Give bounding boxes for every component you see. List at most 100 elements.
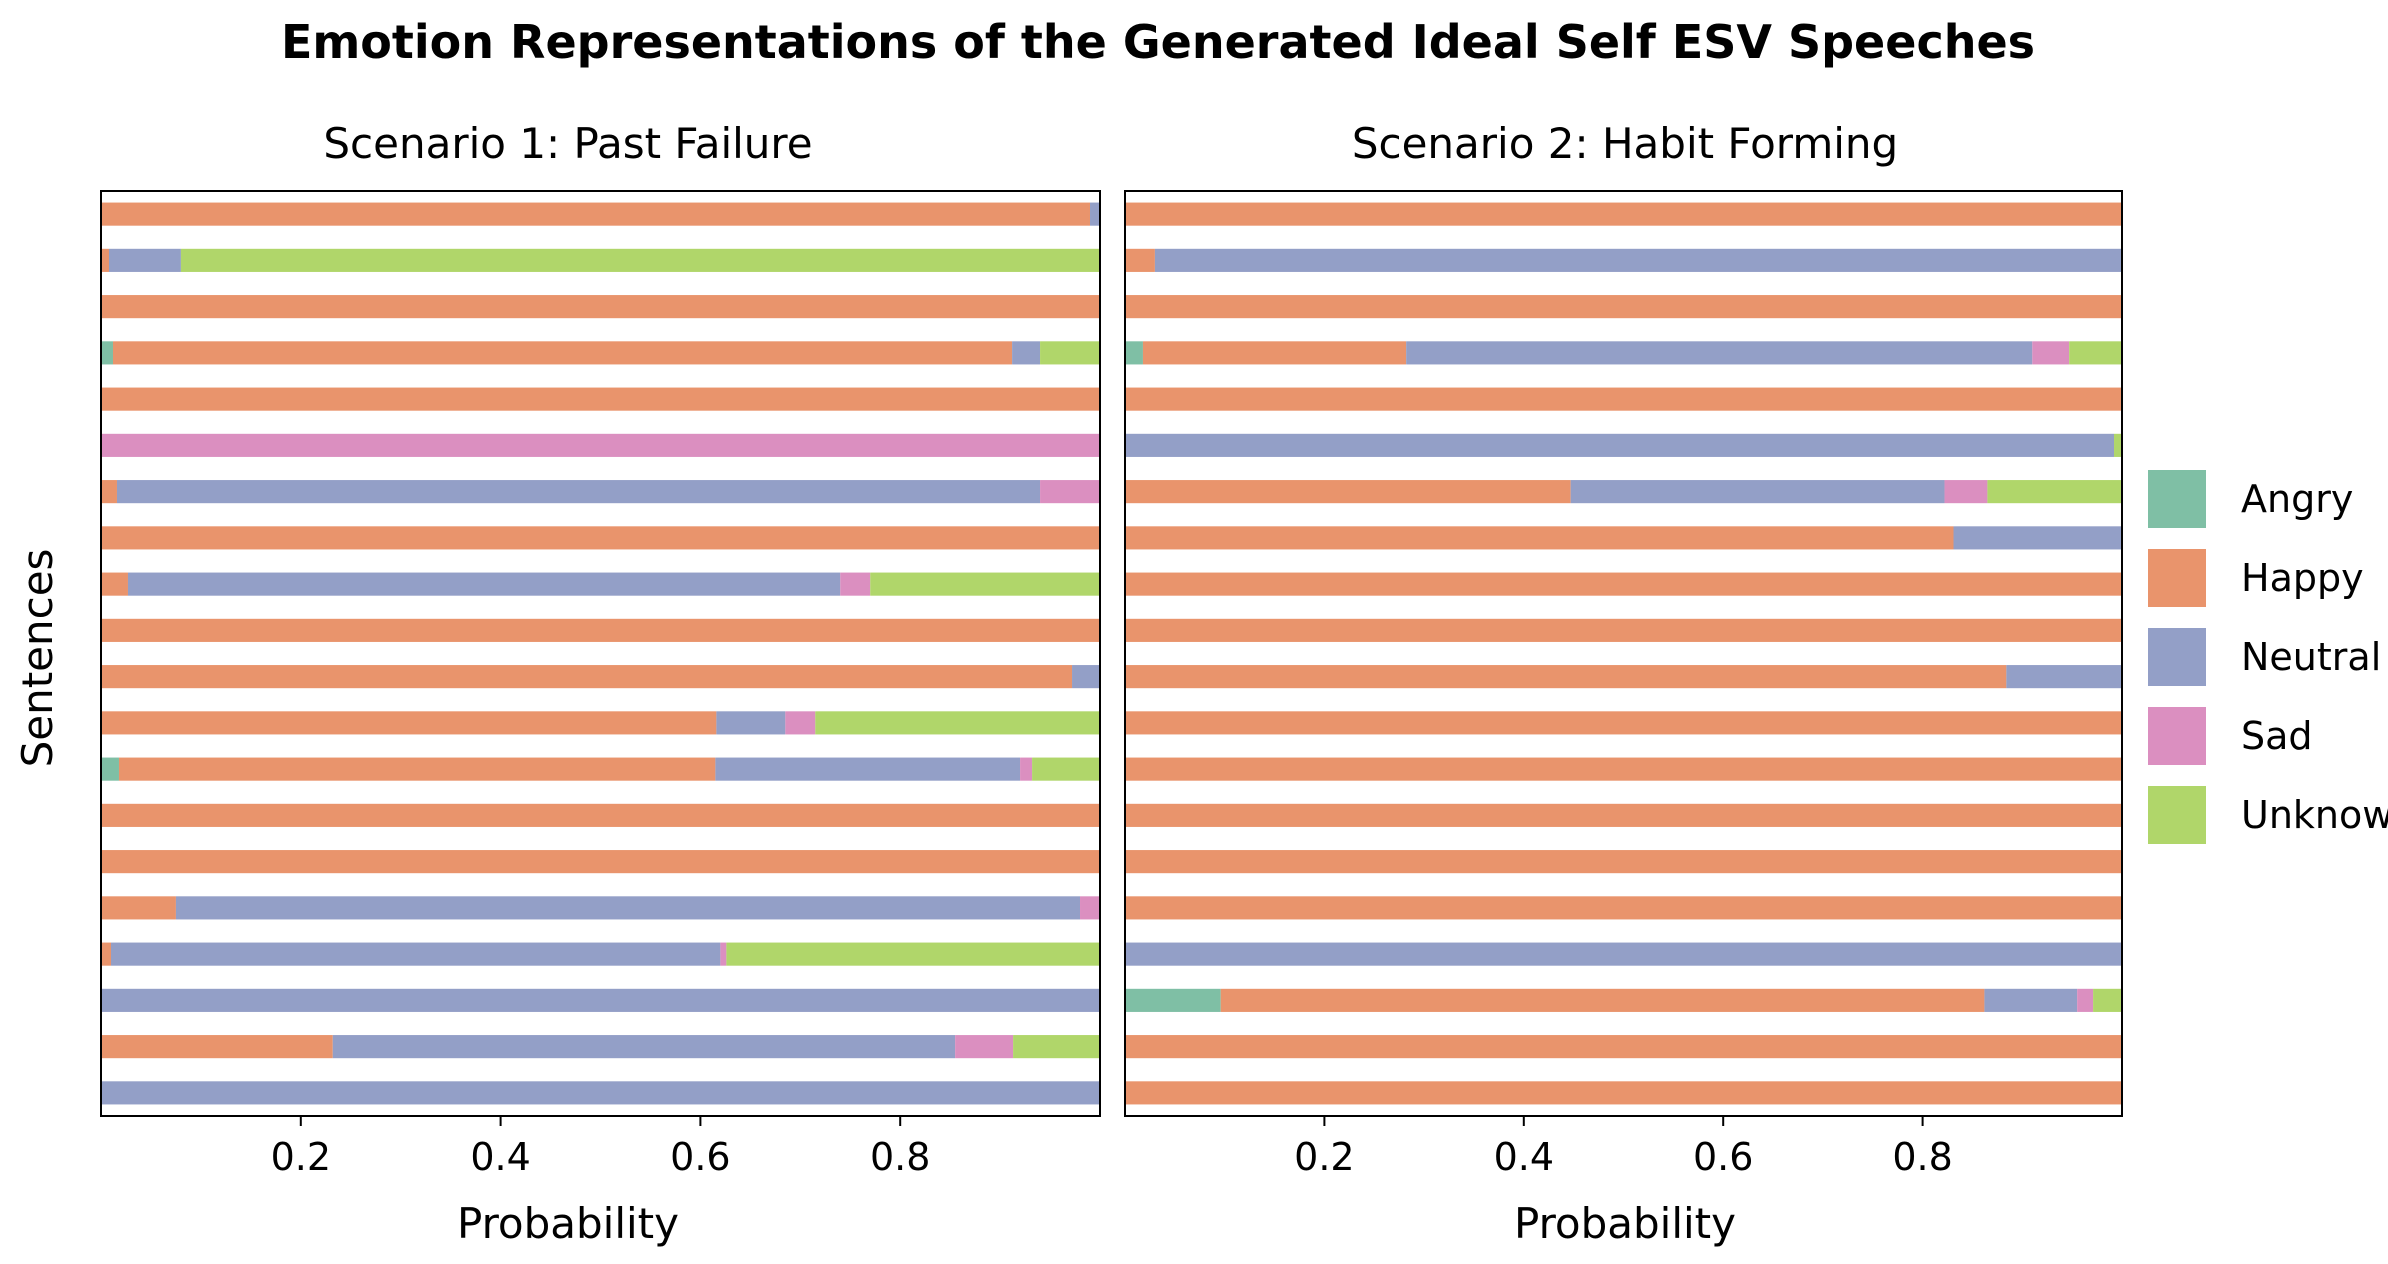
bar-segment-happy	[101, 526, 1100, 550]
bar-segment-neutral	[716, 711, 786, 735]
x-ticks-scenario-1: 0.2 0.4 0.6 0.8	[271, 1116, 930, 1179]
panel-title-scenario-2: Scenario 2: Habit Forming	[1352, 119, 1898, 168]
bar-segment-neutral	[101, 988, 1100, 1012]
y-axis-label: Sentences	[13, 549, 62, 768]
x-axis-label-scenario-2: Probability	[1514, 1199, 1736, 1248]
bar-segment-sad	[955, 1035, 1014, 1059]
legend-label-unknown: Unknown	[2241, 793, 2388, 837]
bar-segment-neutral	[108, 248, 181, 272]
bar-segment-happy	[1142, 341, 1407, 365]
bar-segment-happy	[101, 618, 1100, 642]
x-axis-label-scenario-1: Probability	[457, 1199, 679, 1248]
plot-frame-scenario-1	[100, 190, 1101, 1117]
bar-segment-happy	[1125, 526, 1954, 550]
bar-segment-happy	[1125, 896, 2122, 920]
bar-segment-happy	[1125, 850, 2122, 874]
plot-frame-scenario-2	[1124, 190, 2123, 1117]
bar-segment-happy	[101, 711, 717, 735]
bar-segment-neutral	[116, 480, 1041, 504]
bar-segment-unknown	[1013, 1035, 1100, 1059]
bar-segment-happy	[101, 896, 176, 920]
bar-segment-neutral	[332, 1035, 956, 1059]
bar-segment-unknown	[1040, 341, 1100, 365]
legend-label-sad: Sad	[2241, 714, 2313, 758]
bar-segment-neutral	[1090, 202, 1100, 226]
x-ticks-scenario-2: 0.2 0.4 0.6 0.8	[1294, 1116, 1953, 1179]
bar-segment-neutral	[110, 942, 721, 966]
bar-segment-sad	[2077, 988, 2094, 1012]
legend-label-happy: Happy	[2241, 556, 2364, 600]
bar-segment-neutral	[101, 1081, 1100, 1105]
bar-segment-unknown	[2114, 433, 2122, 457]
legend: Angry Happy Neutral Sad Unknown	[2148, 470, 2388, 844]
bar-segment-neutral	[1072, 665, 1100, 689]
bar-segment-happy	[1125, 1035, 2122, 1059]
bar-segment-happy	[118, 757, 716, 781]
x-tick-label: 0.4	[1494, 1135, 1554, 1179]
bar-segment-neutral	[1125, 942, 2122, 966]
bar-segment-angry	[101, 757, 119, 781]
bar-segment-sad	[101, 433, 1100, 457]
bar-segment-happy	[101, 942, 111, 966]
bar-segment-neutral	[1154, 248, 2122, 272]
x-tick-label: 0.2	[1294, 1135, 1354, 1179]
bar-segment-neutral	[715, 757, 1021, 781]
bar-segment-happy	[1125, 757, 2122, 781]
bar-segment-sad	[720, 942, 727, 966]
x-tick-label: 0.8	[1892, 1135, 1952, 1179]
bar-segment-unknown	[180, 248, 1101, 272]
panel-title-scenario-1: Scenario 1: Past Failure	[323, 119, 812, 168]
bar-segment-happy	[1220, 988, 1985, 1012]
bar-segment-happy	[1125, 618, 2122, 642]
bar-segment-happy	[101, 295, 1100, 319]
bar-segment-neutral	[1953, 526, 2122, 550]
bar-segment-neutral	[1984, 988, 2078, 1012]
legend-swatch-sad	[2148, 707, 2206, 765]
chart-title: Emotion Representations of the Generated…	[281, 15, 2035, 69]
legend-swatch-happy	[2148, 549, 2206, 607]
bar-segment-neutral	[2006, 665, 2122, 689]
bar-segment-happy	[112, 341, 1013, 365]
bar-segment-neutral	[127, 572, 841, 596]
bar-segment-happy	[1125, 803, 2122, 827]
legend-label-angry: Angry	[2241, 477, 2353, 521]
bar-group-scenario-2	[1125, 202, 2122, 1105]
bar-segment-happy	[1125, 665, 2007, 689]
bar-segment-neutral	[175, 896, 1081, 920]
bar-segment-unknown	[2093, 988, 2122, 1012]
bar-segment-neutral	[1125, 433, 2115, 457]
x-tick-label: 0.4	[470, 1135, 530, 1179]
bar-segment-sad	[840, 572, 871, 596]
bar-segment-happy	[101, 1035, 333, 1059]
bar-segment-happy	[101, 572, 128, 596]
bar-segment-happy	[101, 665, 1073, 689]
legend-swatch-unknown	[2148, 786, 2206, 844]
bar-segment-angry	[1125, 988, 1221, 1012]
bar-segment-happy	[1125, 711, 2122, 735]
bar-segment-neutral	[1012, 341, 1041, 365]
bar-segment-angry	[101, 341, 113, 365]
bar-segment-happy	[101, 202, 1091, 226]
bar-segment-unknown	[2069, 341, 2122, 365]
x-tick-label: 0.6	[1693, 1135, 1753, 1179]
bar-segment-happy	[1125, 1081, 2122, 1105]
bar-segment-happy	[1125, 480, 1571, 504]
bar-segment-unknown	[870, 572, 1100, 596]
legend-swatch-angry	[2148, 470, 2206, 528]
bar-segment-happy	[101, 248, 109, 272]
bar-segment-angry	[1125, 341, 1143, 365]
bar-segment-happy	[101, 387, 1100, 411]
bar-segment-neutral	[1406, 341, 2033, 365]
bar-segment-unknown	[815, 711, 1100, 735]
bar-segment-unknown	[1032, 757, 1100, 781]
legend-swatch-neutral	[2148, 628, 2206, 686]
bar-segment-happy	[1125, 202, 2122, 226]
bar-segment-unknown	[1987, 480, 2122, 504]
bar-segment-happy	[1125, 248, 1155, 272]
bar-segment-sad	[1080, 896, 1100, 920]
bar-segment-sad	[1944, 480, 1988, 504]
bar-segment-sad	[1020, 757, 1033, 781]
x-tick-label: 0.2	[271, 1135, 331, 1179]
bar-segment-sad	[2032, 341, 2070, 365]
